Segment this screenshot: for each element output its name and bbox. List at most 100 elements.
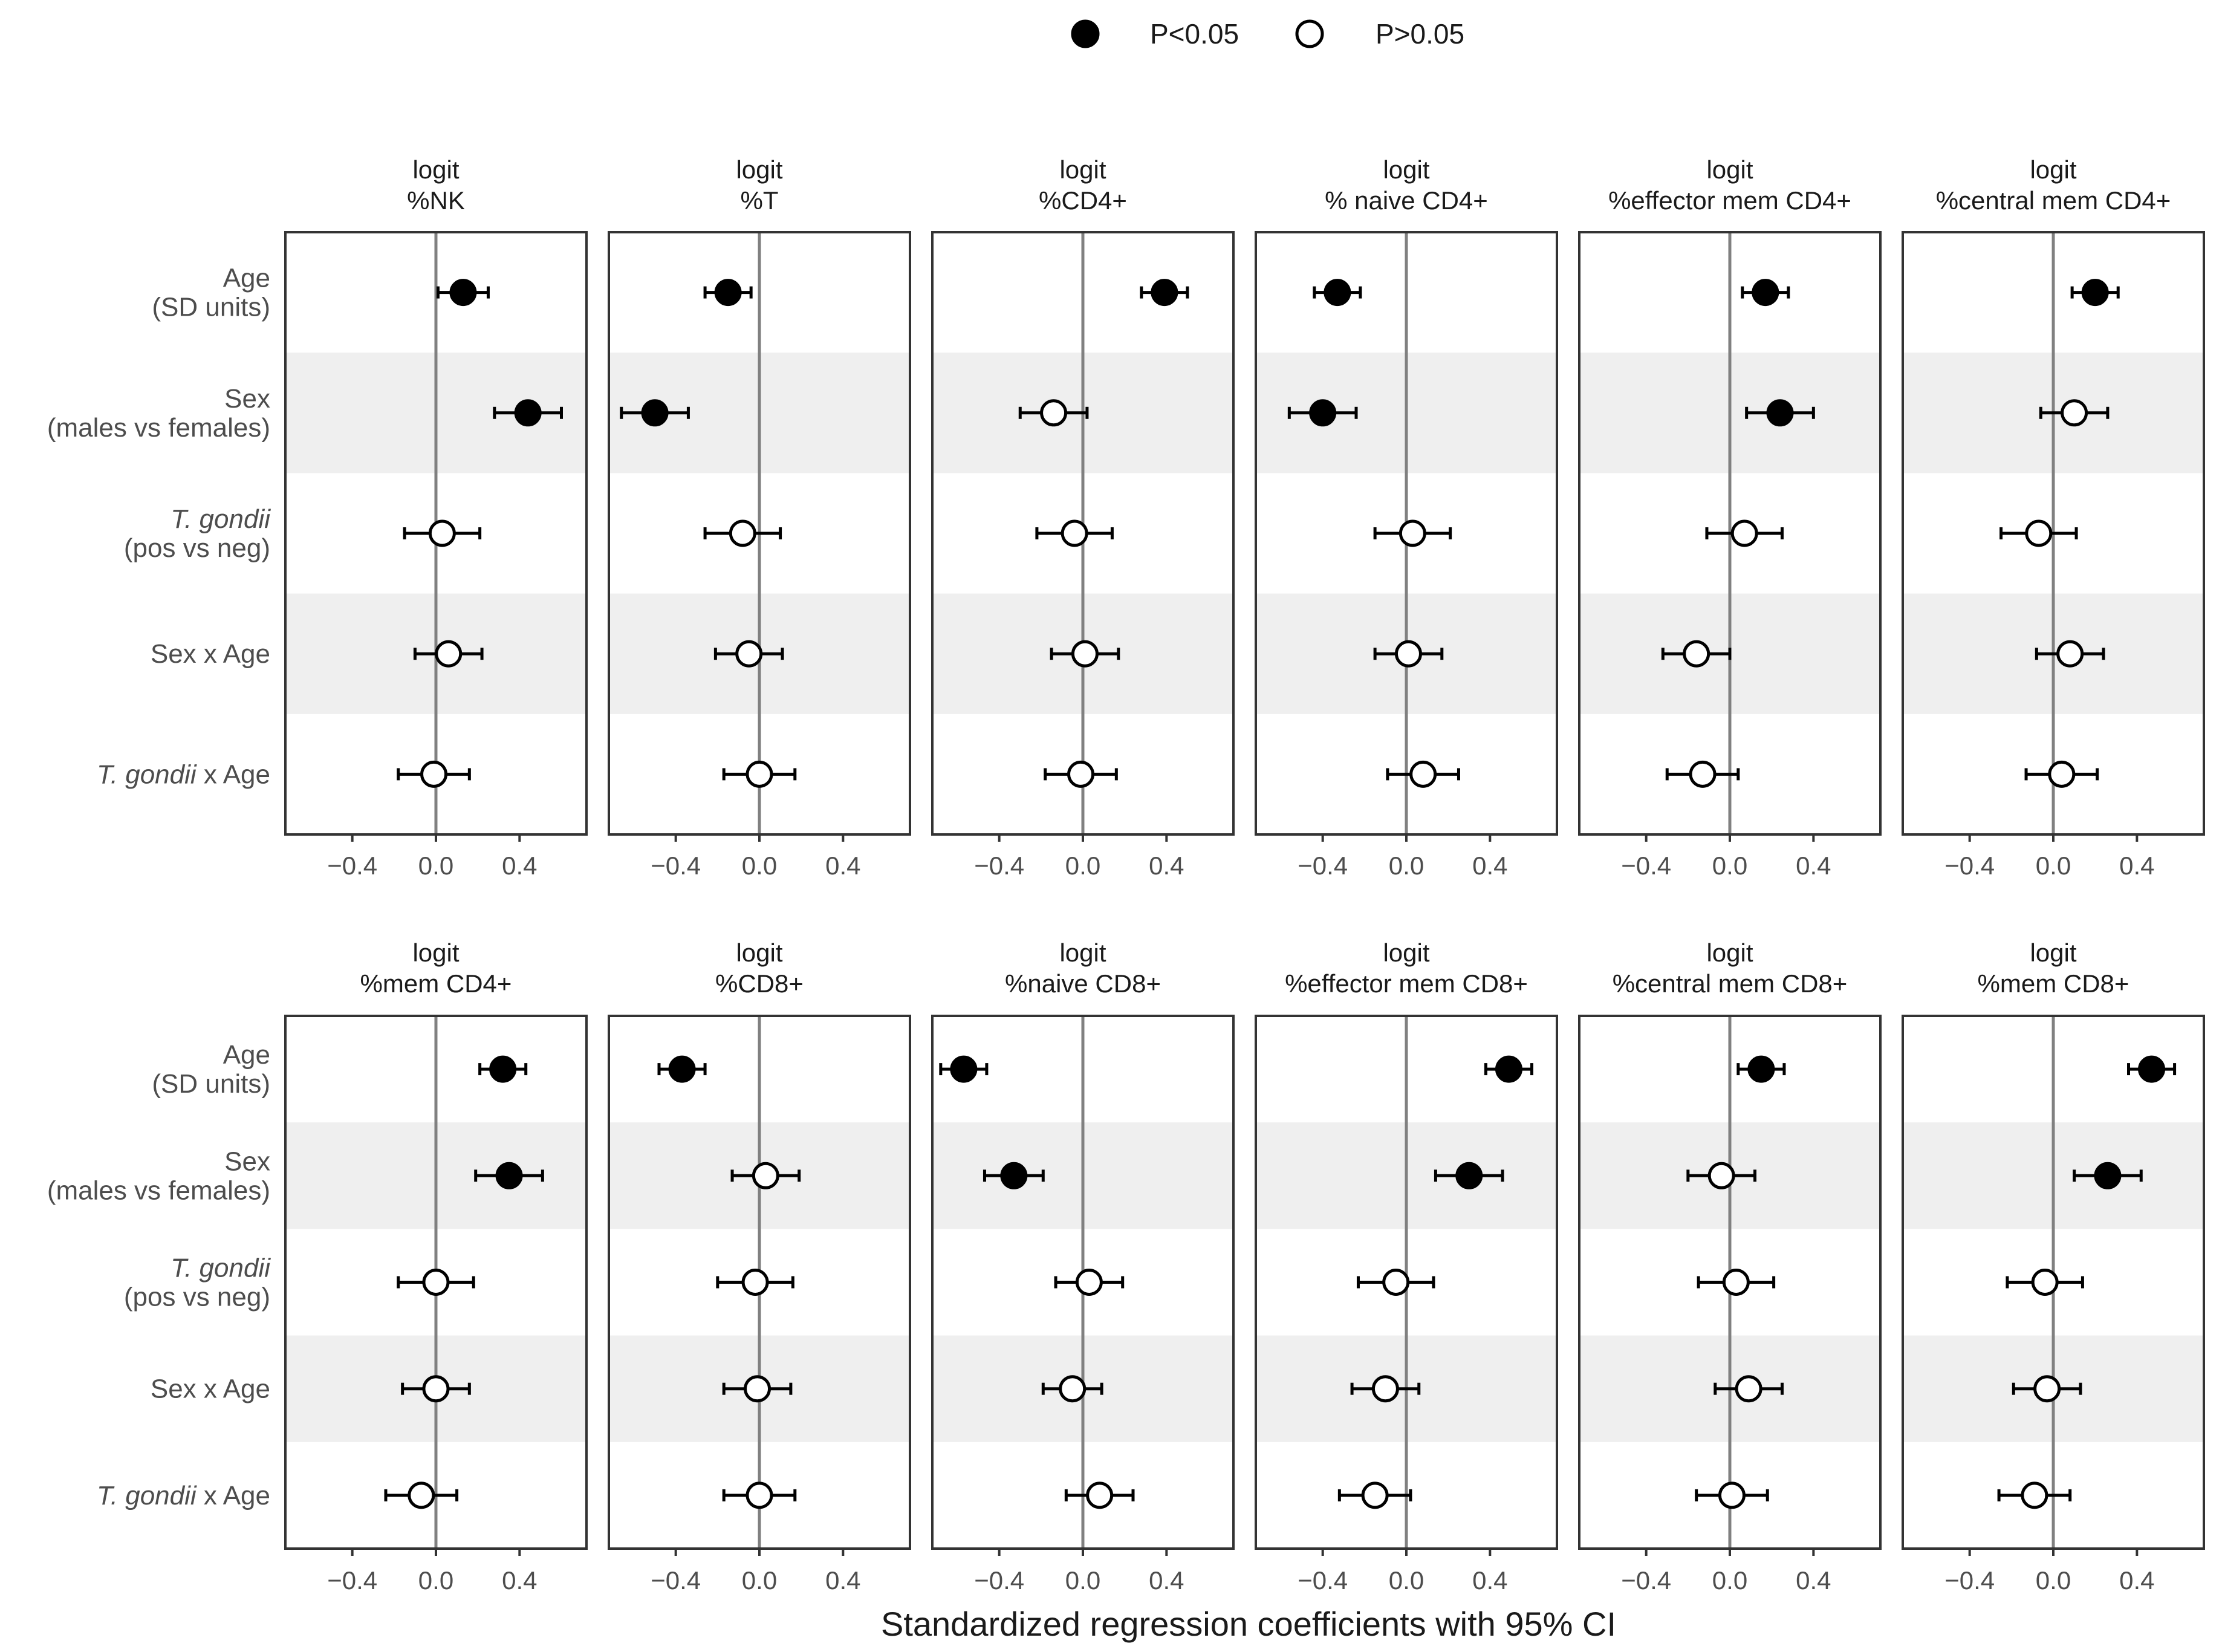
legend-entry: P>0.05 <box>1295 18 1464 50</box>
legend: P<0.05 P>0.05 <box>1071 18 1464 50</box>
point-nonsignificant <box>1398 519 1426 547</box>
x-tick-label: −0.4 <box>1621 851 1671 880</box>
point-significant <box>1324 279 1351 307</box>
estimate <box>722 1375 793 1403</box>
facet-panel: logit%T −0.4 0.0 0.4 <box>608 155 911 880</box>
x-tick-label: 0.0 <box>1712 1566 1747 1595</box>
panel-title: %naive CD8+ <box>1005 969 1161 998</box>
estimate <box>1697 1269 1776 1296</box>
facet-panel: logit% naive CD4+ −0.4 0.0 0.4 <box>1255 155 1558 880</box>
point-nonsignificant <box>2031 1269 2059 1296</box>
panel-title: %mem CD4+ <box>360 969 512 998</box>
x-tick-label: 0.0 <box>418 851 453 880</box>
estimate <box>1661 640 1732 668</box>
x-tick-label: 0.0 <box>418 1566 453 1595</box>
estimate <box>1434 1162 1504 1189</box>
x-tick-label: 0.4 <box>1472 1566 1507 1595</box>
x-tick-label: 0.0 <box>742 851 777 880</box>
panel-title: logit <box>2030 155 2076 184</box>
point-nonsignificant <box>2033 1375 2061 1403</box>
x-tick-label: 0.0 <box>1712 851 1747 880</box>
estimate <box>1736 1055 1786 1083</box>
estimate <box>1695 1481 1769 1509</box>
point-nonsignificant <box>741 1269 769 1296</box>
x-tick-label: 0.0 <box>2036 1566 2071 1595</box>
point-significant <box>495 1162 523 1189</box>
panel-title: logit <box>2030 938 2076 967</box>
point-significant <box>668 1055 696 1083</box>
point-nonsignificant <box>752 1162 779 1189</box>
estimate <box>397 760 471 788</box>
x-tick-label: 0.0 <box>1065 1566 1100 1595</box>
panel-title: logit <box>1383 938 1429 967</box>
point-significant <box>1495 1055 1522 1083</box>
point-nonsignificant <box>1394 640 1422 668</box>
term-label: Sex <box>224 384 270 414</box>
facet-panel: logit%effector mem CD4+ −0.4 0.0 0.4 <box>1578 155 1882 880</box>
point-nonsignificant <box>729 519 756 547</box>
term-label: (males vs females) <box>47 413 270 443</box>
point-nonsignificant <box>2061 399 2088 427</box>
term-label: (pos vs neg) <box>124 533 270 563</box>
estimate <box>1686 1162 1756 1189</box>
estimate <box>1665 760 1740 788</box>
x-tick-label: −0.4 <box>1298 1566 1348 1595</box>
point-nonsignificant <box>746 760 773 788</box>
legend-entry: P<0.05 <box>1071 18 1239 50</box>
point-nonsignificant <box>735 640 763 668</box>
estimate <box>983 1162 1045 1189</box>
estimate <box>1064 1481 1135 1509</box>
panel-title: logit <box>736 155 782 184</box>
x-tick-label: 0.0 <box>2036 851 2071 880</box>
estimate <box>722 1481 797 1509</box>
point-nonsignificant <box>1718 1481 1746 1509</box>
x-tick-label: 0.4 <box>1149 1566 1184 1595</box>
x-tick-label: −0.4 <box>327 851 377 880</box>
estimate <box>1373 640 1444 668</box>
point-nonsignificant <box>1730 519 1758 547</box>
estimate <box>2073 1162 2143 1189</box>
panel-title: %mem CD8+ <box>1978 969 2129 998</box>
term-label: Age <box>223 1040 270 1070</box>
panel-title: logit <box>1059 155 1106 184</box>
estimate <box>1337 1481 1412 1509</box>
legend-label: P<0.05 <box>1150 18 1239 50</box>
legend-filled-marker <box>1071 19 1100 48</box>
point-nonsignificant <box>1382 1269 1410 1296</box>
x-tick-label: 0.4 <box>1149 851 1184 880</box>
estimate <box>1386 760 1460 788</box>
point-nonsignificant <box>1059 1375 1087 1403</box>
x-axis-title: Standardized regression coefficients wit… <box>881 1605 1616 1643</box>
term-label: T. gondii x Age <box>97 759 270 789</box>
x-tick-label: −0.4 <box>974 851 1024 880</box>
estimate <box>1745 399 1815 427</box>
point-nonsignificant <box>1075 1269 1103 1296</box>
point-nonsignificant <box>1061 519 1088 547</box>
point-nonsignificant <box>1371 1375 1399 1403</box>
panel-title: logit <box>1706 155 1753 184</box>
x-tick-label: −0.4 <box>651 1566 701 1595</box>
point-nonsignificant <box>420 760 448 788</box>
estimate <box>2006 1269 2084 1296</box>
point-significant <box>950 1055 978 1083</box>
point-nonsignificant <box>2025 519 2053 547</box>
point-nonsignificant <box>1067 760 1095 788</box>
estimate <box>1041 1375 1103 1403</box>
estimate <box>474 1162 544 1189</box>
x-tick-label: −0.4 <box>1944 851 1995 880</box>
estimate <box>657 1055 707 1083</box>
point-significant <box>1309 399 1337 427</box>
point-nonsignificant <box>1689 760 1717 788</box>
estimate <box>716 1269 794 1296</box>
x-tick-label: −0.4 <box>974 1566 1024 1595</box>
point-significant <box>1000 1162 1028 1189</box>
point-significant <box>2094 1162 2122 1189</box>
term-label: (males vs females) <box>47 1176 270 1205</box>
point-significant <box>2138 1055 2166 1083</box>
point-significant <box>449 279 477 307</box>
point-nonsignificant <box>746 1481 773 1509</box>
facet-panel: logit%CD4+ −0.4 0.0 0.4 <box>931 155 1235 880</box>
point-significant <box>1747 1055 1775 1083</box>
estimate <box>713 640 784 668</box>
